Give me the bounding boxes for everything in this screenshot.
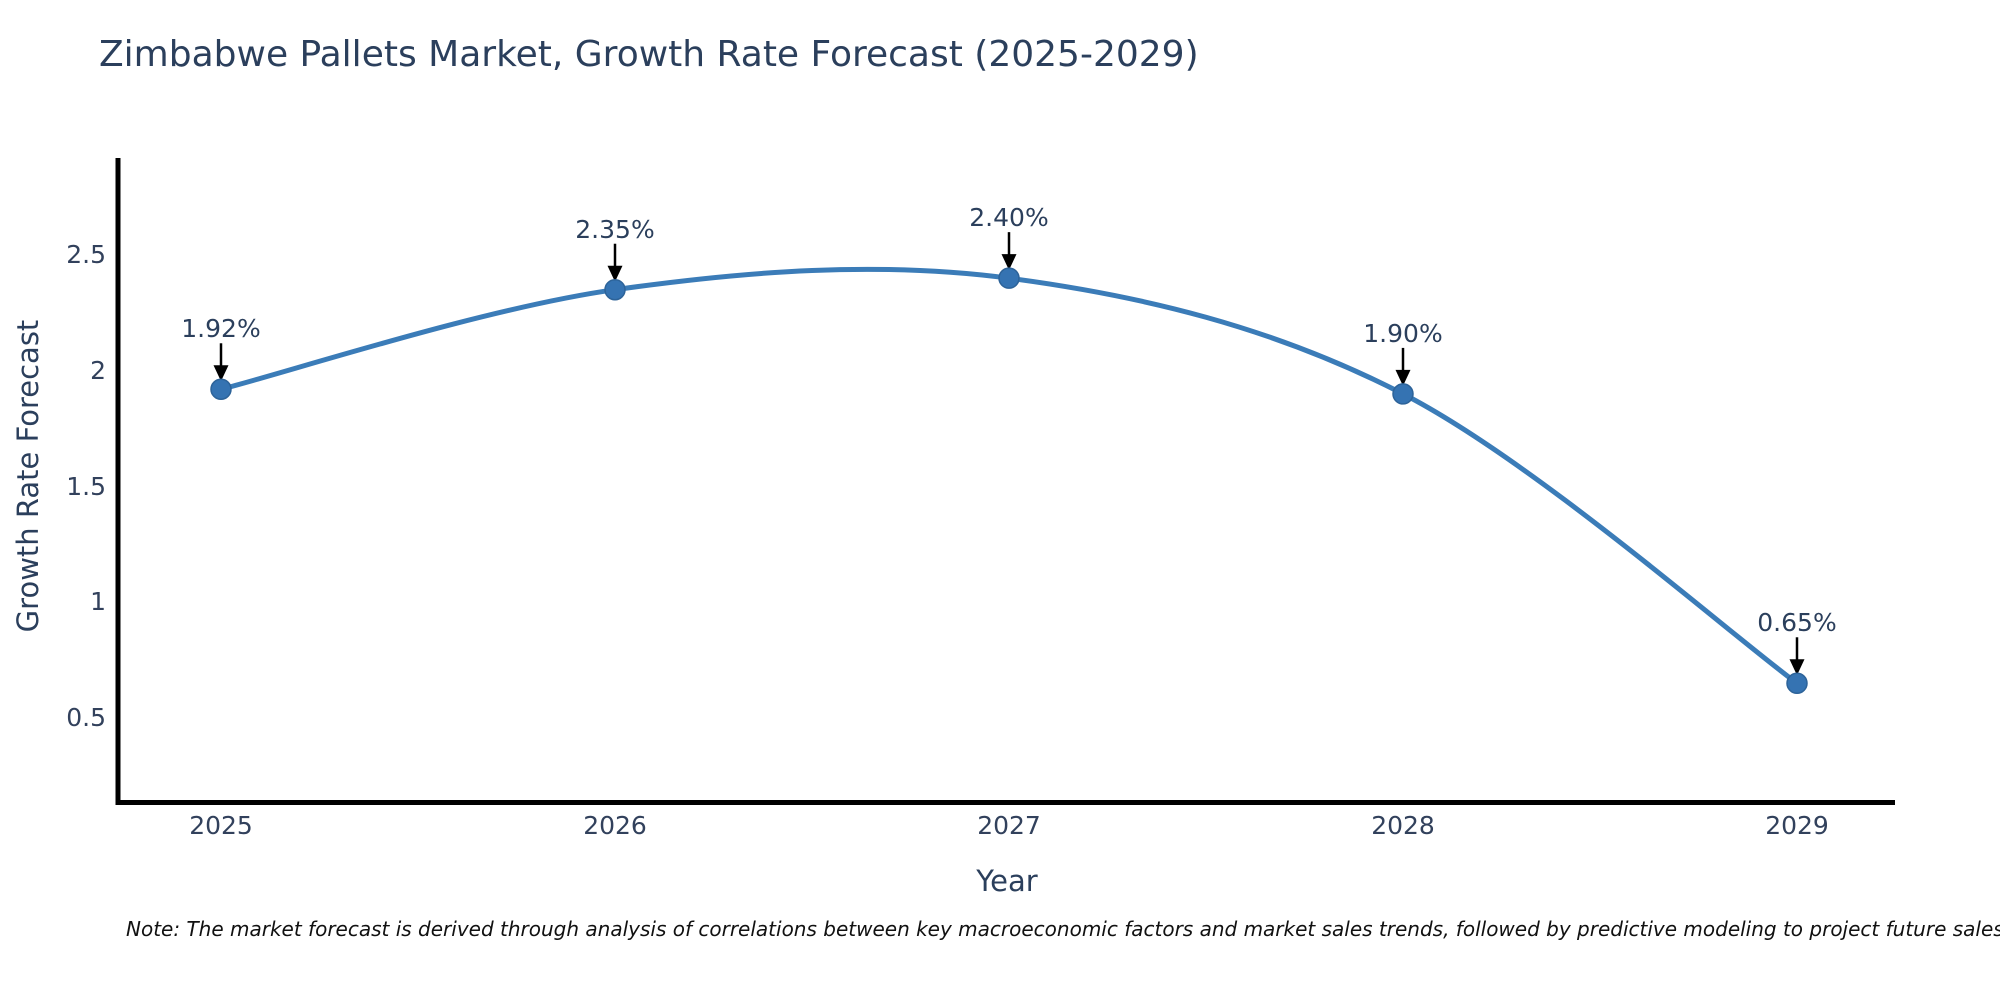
arrow-head-icon	[1789, 659, 1805, 676]
arrow-head-icon	[1001, 254, 1017, 271]
data-point-marker[interactable]	[210, 378, 232, 401]
chart-title: Zimbabwe Pallets Market, Growth Rate For…	[99, 34, 1199, 75]
arrow-head-icon	[213, 365, 229, 382]
data-point-marker[interactable]	[1786, 672, 1808, 695]
data-point-markers	[210, 267, 1808, 695]
x-tick-label: 2027	[977, 811, 1041, 840]
data-point-marker[interactable]	[998, 267, 1020, 289]
x-tick-label: 2029	[1765, 811, 1829, 840]
y-tick-label: 2.5	[66, 240, 106, 269]
annotation-arrows	[213, 232, 1805, 676]
arrow-head-icon	[1395, 369, 1411, 386]
footnote: Note: The market forecast is derived thr…	[126, 917, 2000, 941]
y-tick-label: 1	[90, 587, 106, 617]
data-point-label: 2.35%	[575, 214, 655, 244]
data-point-marker[interactable]	[604, 278, 626, 301]
y-tick-label: 1.5	[66, 471, 106, 501]
data-point-marker[interactable]	[1392, 383, 1414, 405]
y-tick-label: 0.5	[66, 703, 106, 732]
x-axis-title: Year	[976, 864, 1038, 898]
growth-rate-line	[220, 266, 1799, 686]
data-point-label: 2.40%	[969, 203, 1049, 233]
data-point-label: 1.92%	[181, 314, 261, 344]
x-tick-label: 2025	[189, 811, 253, 840]
arrow-head-icon	[607, 265, 623, 282]
data-point-label: 1.90%	[1363, 318, 1443, 348]
y-axis-title: Growth Rate Forecast	[11, 319, 45, 633]
line-series	[220, 266, 1799, 686]
data-point-label: 0.65%	[1757, 608, 1837, 638]
x-tick-label: 2028	[1371, 811, 1435, 840]
axes	[115, 158, 1895, 805]
y-tick-label: 2	[90, 355, 106, 385]
x-tick-label: 2026	[583, 811, 647, 840]
